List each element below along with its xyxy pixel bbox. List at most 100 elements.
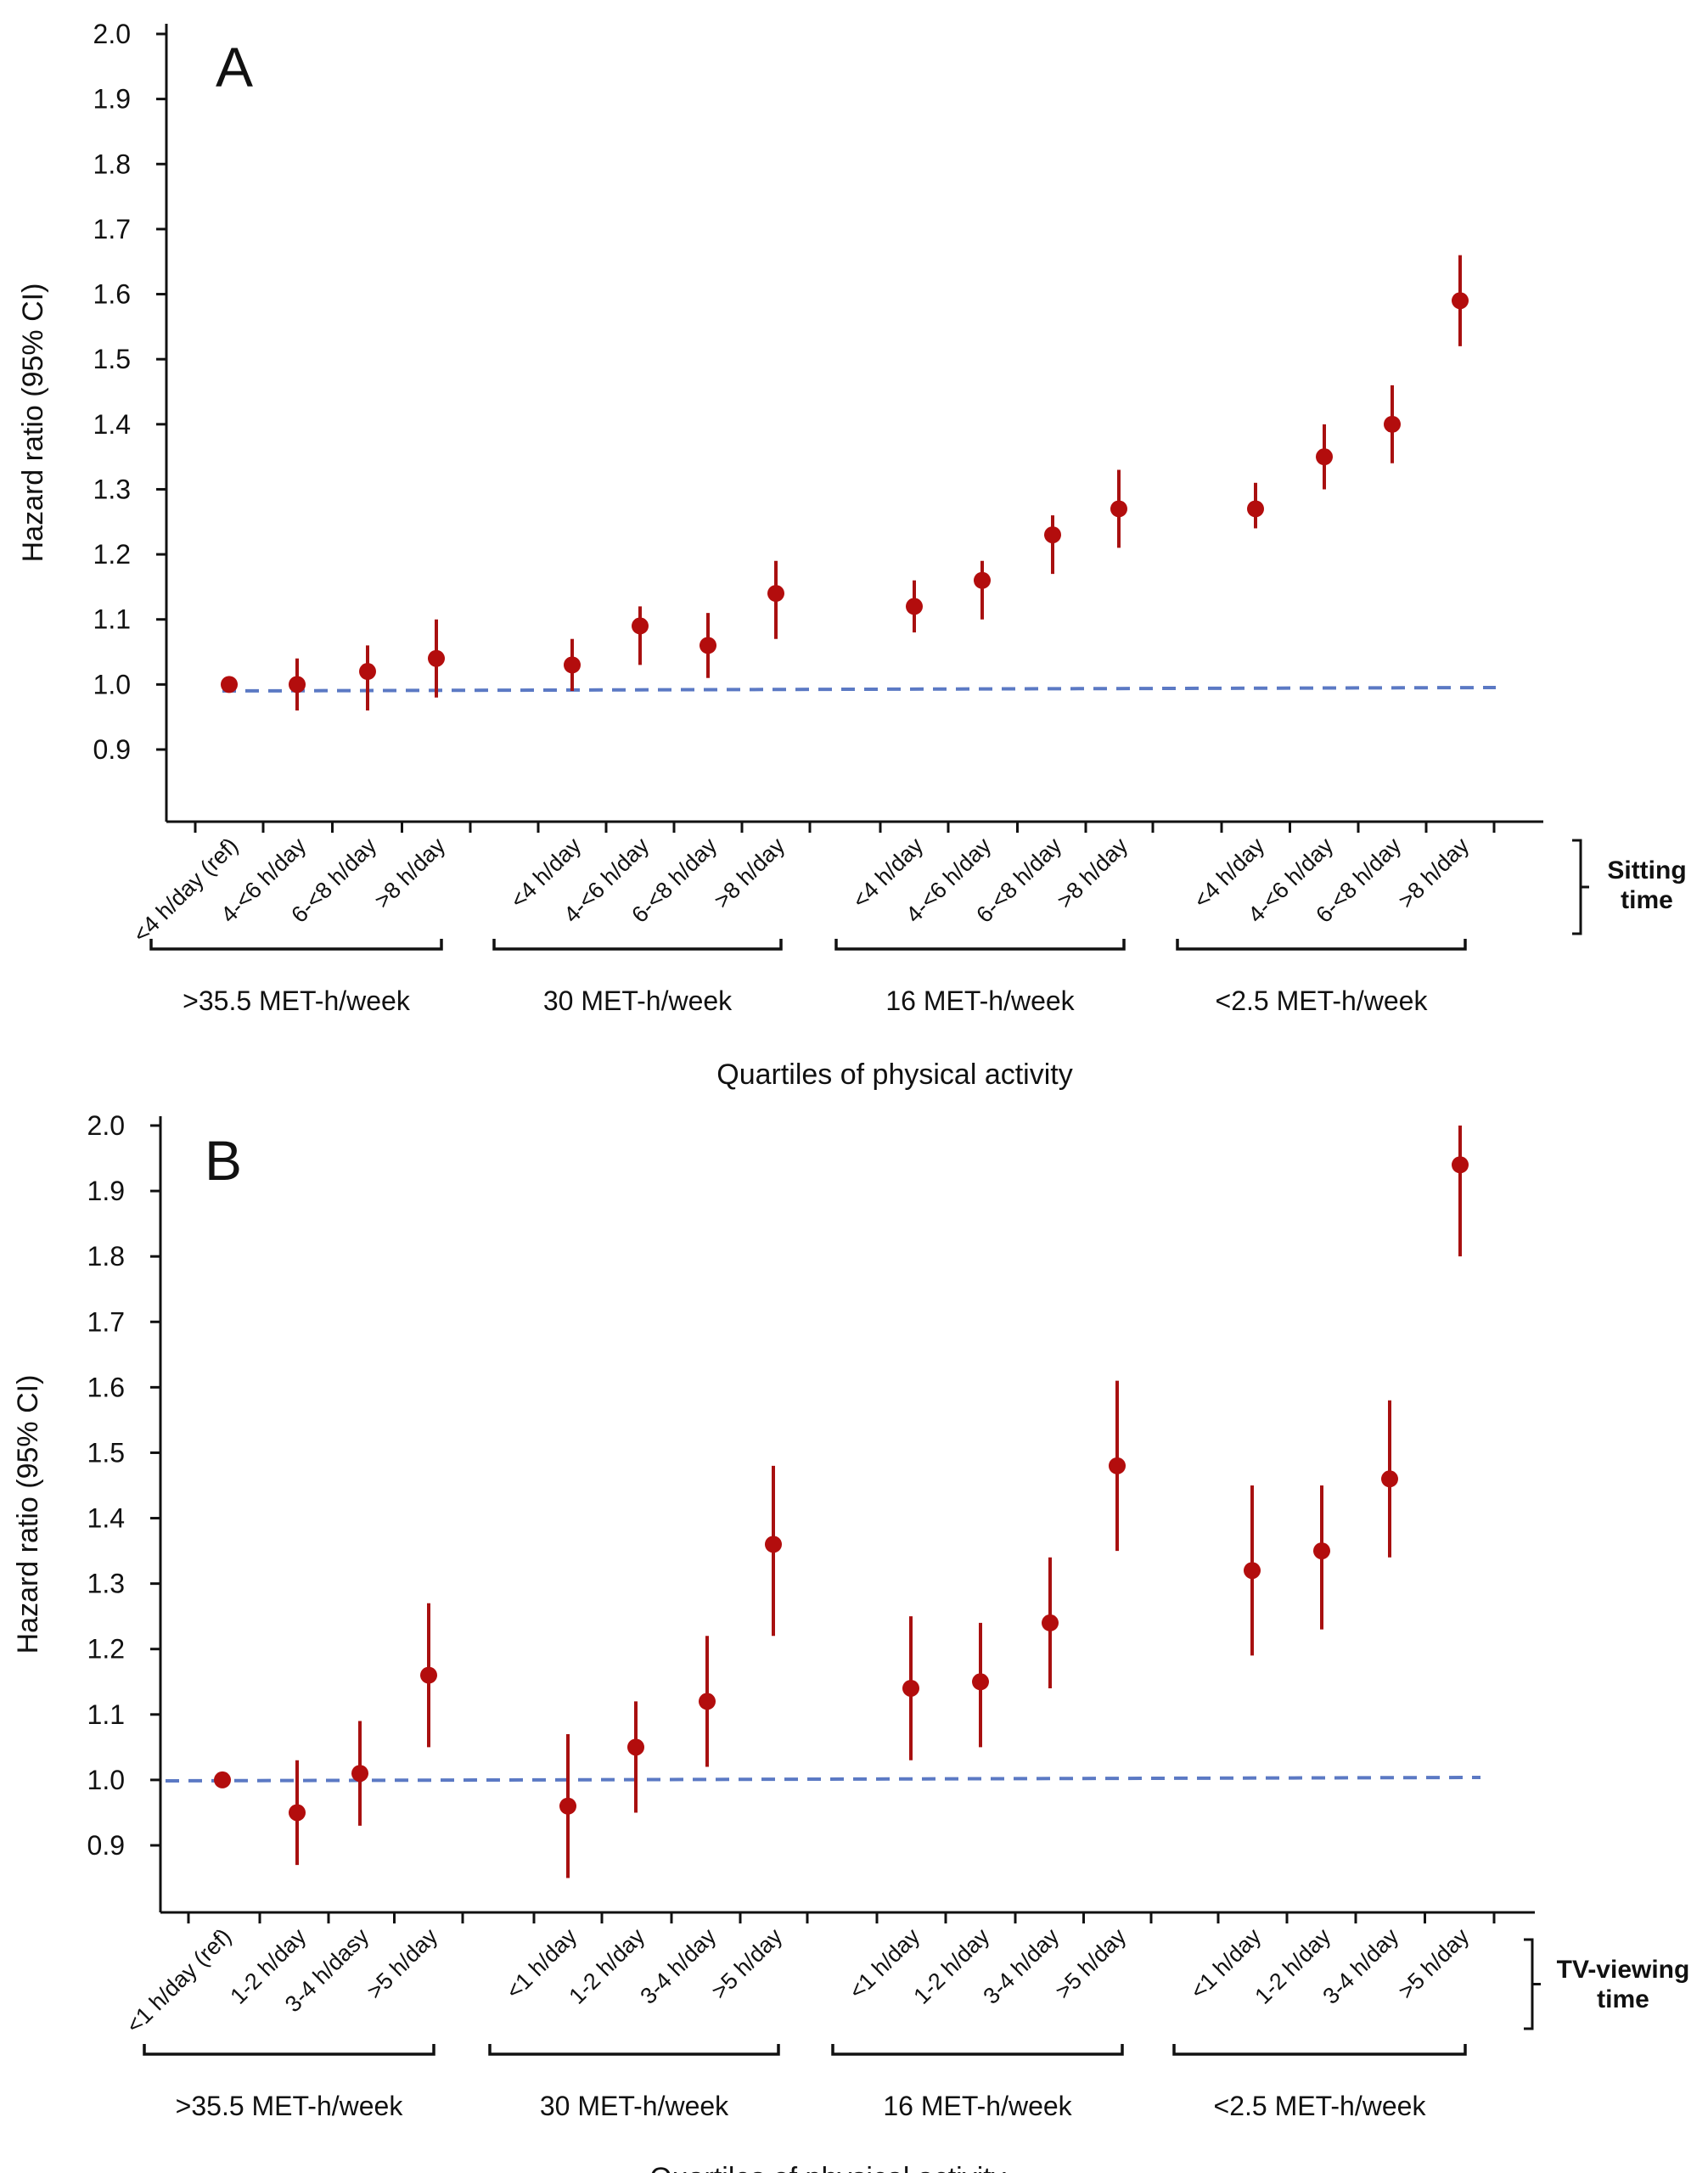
panel-a-y-tick-label: 1.0 [93, 669, 131, 699]
panel-a-data-point [1452, 292, 1469, 310]
panel-b-data-point [972, 1673, 989, 1691]
panel-b-data-point [1042, 1614, 1059, 1631]
panel-a-data-point [1044, 526, 1061, 544]
panel-b-label: B [205, 1129, 242, 1192]
panel-b-data-point [1109, 1457, 1126, 1474]
panel-b-data-point [1313, 1542, 1330, 1560]
panel-a-data-point [221, 676, 238, 693]
panel-b-data-point [289, 1804, 306, 1822]
panel-b-y-axis-title: Hazard ratio (95% CI) [12, 1375, 44, 1654]
panel-b-group-bracket [143, 2044, 435, 2056]
panel-a-y-tick-label: 1.6 [93, 279, 131, 310]
panel-b-reference-line [165, 1776, 1481, 1783]
panel-b-group-bracket [831, 2044, 1124, 2056]
panel-b-y-tick-label: 1.7 [87, 1306, 125, 1337]
panel-b-data-point [351, 1765, 368, 1783]
panel-a-data-point [564, 656, 581, 674]
panel-b-x-axis-title: Quartiles of physical activity [649, 2162, 1006, 2173]
panel-a-x-category-label: >8 h/day [369, 833, 450, 913]
panel-b-y-tick-label: 1.6 [87, 1372, 125, 1402]
panel-b-group-bracket [488, 2044, 780, 2056]
panel-a-y-tick-label: 1.9 [93, 84, 131, 115]
panel-b-y-tick-label: 1.1 [87, 1699, 125, 1730]
panel-a-group-bracket [149, 939, 443, 951]
panel-a-measure-bracket [1572, 839, 1589, 935]
panel-b-data-point [214, 1771, 231, 1788]
panel-a-group-bracket [492, 939, 783, 951]
panel-a-x-axis-title: Quartiles of physical activity [716, 1058, 1073, 1091]
panel-b-x-category-label: >5 h/day [1393, 1923, 1474, 2004]
panel-b-data-point [902, 1679, 919, 1697]
panel-a-data-point [767, 585, 784, 603]
panel-a-x-category-label: >8 h/day [1052, 833, 1132, 913]
panel-a-y-tick-label: 1.7 [93, 214, 131, 244]
panel-b-data-point [1381, 1470, 1398, 1488]
panel-a-data-point [699, 637, 716, 654]
panel-b-x-category-label: 3-4 h/day [978, 1923, 1064, 2009]
panel-b-data-point [559, 1797, 576, 1815]
panel-a-measure-label: Sitting [1607, 856, 1686, 884]
panel-a-y-axis-title: Hazard ratio (95% CI) [17, 284, 49, 563]
panel-a-y-tick-label: 1.2 [93, 539, 131, 570]
panel-b-x-category-label: >5 h/day [706, 1923, 787, 2004]
panel-b-x-category-label: <1 h/day (ref) [121, 1923, 236, 2038]
panel-b-data-point [627, 1738, 644, 1756]
panel-a-data-point [1247, 500, 1264, 518]
panel-a-data-point [632, 617, 649, 635]
panel-a-group-bracket [834, 939, 1126, 951]
panel-b-measure-label: time [1597, 1985, 1649, 2013]
panel-b-group-label: >35.5 MET-h/week [176, 2091, 404, 2121]
panel-a-group-label: 30 MET-h/week [543, 985, 733, 1016]
panel-b-data-point [1244, 1562, 1261, 1580]
panel-b-x-category-label: >5 h/day [362, 1923, 442, 2004]
panel-b-group-label: 16 MET-h/week [883, 2091, 1072, 2121]
panel-a-y-tick-label: 2.0 [93, 19, 131, 49]
panel-b-tv-viewing-time: 0.9 1.0 1.1 1.2 1.3 1.4 1.5 1.6 1.7 1.8 1.9 2.0 Haza… [12, 1110, 1689, 2173]
panel-b-group-bracket [1172, 2044, 1467, 2056]
panel-a-label: A [216, 36, 253, 98]
panel-a-reference-line [222, 686, 1497, 693]
panel-a-x-category-label: >8 h/day [1393, 833, 1474, 913]
panel-b-data-point [420, 1666, 437, 1684]
panel-b-group-label: 30 MET-h/week [540, 2091, 729, 2121]
panel-b-y-tick-label: 1.8 [87, 1241, 125, 1272]
panel-b-x-category-label: 3-4 h/day [1318, 1923, 1403, 2009]
panel-b-y-tick-label: 0.9 [87, 1830, 125, 1861]
panel-a-data-point [1316, 448, 1333, 466]
panel-a-measure-label: time [1621, 886, 1673, 914]
panel-a-group-label: >35.5 MET-h/week [183, 985, 411, 1016]
panel-a-data-point [359, 663, 376, 681]
panel-a-x-category-label: >8 h/day [709, 833, 789, 913]
panel-b-y-tick-label: 1.3 [87, 1569, 125, 1599]
panel-a-x-category-label: <4 h/day (ref) [128, 833, 243, 947]
panel-b-y-tick-label: 1.5 [87, 1437, 125, 1468]
panel-a-y-tick-label: 0.9 [93, 734, 131, 765]
panel-b-group-label: <2.5 MET-h/week [1214, 2091, 1427, 2121]
panel-a-y-tick-label: 1.8 [93, 149, 131, 179]
panel-a-data-point [906, 598, 923, 615]
panel-a-data-point [289, 676, 306, 693]
panel-b-x-category-label: >5 h/day [1050, 1923, 1131, 2004]
panel-b-measure-label: TV-viewing [1557, 1956, 1690, 1984]
panel-b-y-tick-label: 1.9 [87, 1176, 125, 1206]
panel-a-data-point [974, 571, 991, 589]
panel-b-y-tick-label: 1.2 [87, 1634, 125, 1665]
panel-a-data-point [428, 649, 445, 667]
panel-b-y-tick-label: 1.0 [87, 1765, 125, 1795]
panel-b-x-category-label: 3-4 h/day [635, 1923, 721, 2009]
panel-b-y-tick-label: 2.0 [87, 1110, 125, 1141]
panel-a-y-tick-label: 1.4 [93, 409, 131, 440]
panel-a-data-point [1110, 500, 1127, 518]
panel-b-data-point [765, 1536, 782, 1553]
panel-a-y-tick-label: 1.3 [93, 474, 131, 504]
panel-b-data-point [1452, 1156, 1469, 1174]
panel-a-group-label: <2.5 MET-h/week [1216, 985, 1429, 1016]
panel-a-y-tick-label: 1.5 [93, 344, 131, 374]
panel-a-group-bracket [1176, 939, 1467, 951]
panel-a-group-label: 16 MET-h/week [885, 985, 1075, 1016]
panel-b-measure-bracket [1524, 1938, 1541, 2030]
panel-b-y-tick-label: 1.4 [87, 1503, 125, 1534]
panel-a-data-point [1384, 415, 1401, 433]
panel-a-sitting-time: 0.9 1.0 1.1 1.2 1.3 1.4 1.5 1.6 1.7 1.8 1.9 2.0 Haza… [17, 19, 1687, 1091]
